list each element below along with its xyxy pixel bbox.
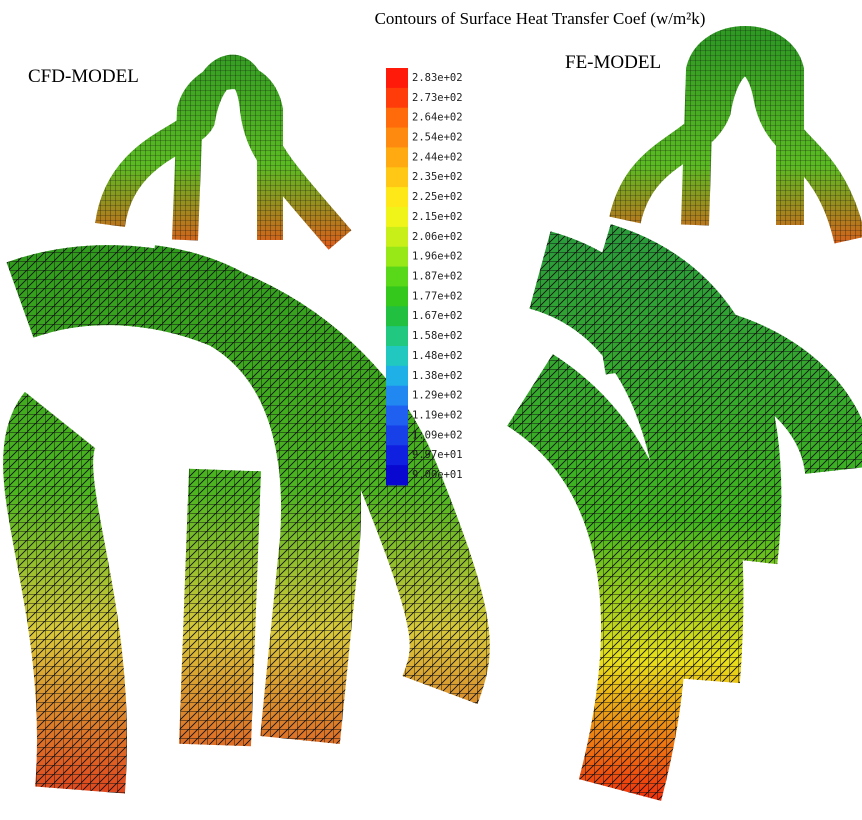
colorbar-swatch bbox=[386, 386, 408, 406]
colorbar-swatch bbox=[386, 445, 408, 465]
colorbar-swatch bbox=[386, 366, 408, 386]
colorbar-label: 2.35e+02 bbox=[412, 171, 463, 183]
figure-canvas: Contours of Surface Heat Transfer Coef (… bbox=[0, 0, 862, 820]
colorbar: 2.83e+02 2.73e+02 2.64e+02 2.54e+02 2.44e+02… bbox=[386, 68, 463, 486]
colorbar-label: 2.73e+02 bbox=[412, 92, 463, 104]
colorbar-swatch bbox=[386, 167, 408, 187]
colorbar-label: 2.83e+02 bbox=[412, 72, 463, 84]
colorbar-swatch bbox=[386, 128, 408, 148]
colorbar-label: 1.87e+02 bbox=[412, 271, 463, 283]
colorbar-label: 2.54e+02 bbox=[412, 132, 463, 144]
colorbar-label: 9.00e+01 bbox=[412, 469, 463, 481]
colorbar-swatch bbox=[386, 406, 408, 426]
colorbar-swatch bbox=[386, 147, 408, 167]
colorbar-swatch bbox=[386, 465, 408, 485]
fe-label: FE-MODEL bbox=[565, 52, 661, 73]
colorbar-swatch bbox=[386, 306, 408, 326]
colorbar-swatch bbox=[386, 326, 408, 346]
colorbar-label: 2.25e+02 bbox=[412, 191, 463, 203]
figure-title: Contours of Surface Heat Transfer Coef (… bbox=[375, 9, 706, 28]
colorbar-swatch bbox=[386, 425, 408, 445]
colorbar-swatch bbox=[386, 227, 408, 247]
figure: Contours of Surface Heat Transfer Coef (… bbox=[0, 0, 862, 820]
colorbar-label: 1.38e+02 bbox=[412, 370, 463, 382]
colorbar-label: 1.48e+02 bbox=[412, 350, 463, 362]
colorbar-label: 1.67e+02 bbox=[412, 310, 463, 322]
cfd-large-model bbox=[20, 285, 450, 790]
fe-large-model bbox=[530, 260, 840, 790]
colorbar-label: 1.96e+02 bbox=[412, 251, 463, 263]
colorbar-label: 1.58e+02 bbox=[412, 330, 463, 342]
colorbar-label: 2.44e+02 bbox=[412, 151, 463, 163]
colorbar-label: 1.77e+02 bbox=[412, 290, 463, 302]
colorbar-swatch bbox=[386, 267, 408, 287]
colorbar-label: 9.97e+01 bbox=[412, 449, 463, 461]
colorbar-label: 1.19e+02 bbox=[412, 410, 463, 422]
colorbar-label: 2.06e+02 bbox=[412, 231, 463, 243]
colorbar-label: 1.09e+02 bbox=[412, 429, 463, 441]
colorbar-label: 2.64e+02 bbox=[412, 112, 463, 124]
colorbar-label: 2.15e+02 bbox=[412, 211, 463, 223]
colorbar-swatch bbox=[386, 68, 408, 88]
colorbar-label: 1.29e+02 bbox=[412, 390, 463, 402]
colorbar-swatch bbox=[386, 346, 408, 366]
colorbar-swatch bbox=[386, 187, 408, 207]
colorbar-swatch bbox=[386, 108, 408, 128]
cfd-label: CFD-MODEL bbox=[28, 66, 139, 87]
colorbar-swatch bbox=[386, 88, 408, 108]
colorbar-swatch bbox=[386, 247, 408, 267]
colorbar-swatch bbox=[386, 286, 408, 306]
cfd-small-model bbox=[110, 70, 340, 240]
colorbar-swatch bbox=[386, 207, 408, 227]
